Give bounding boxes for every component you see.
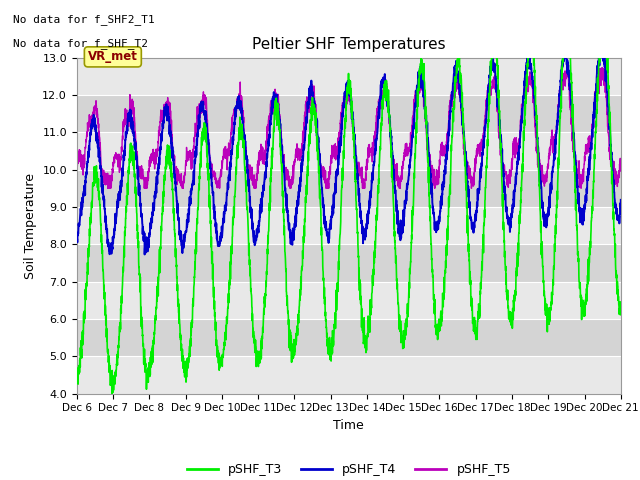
Line: pSHF_T5: pSHF_T5 [77, 68, 621, 188]
pSHF_T5 [73, 169, 81, 175]
pSHF_T5 [598, 65, 606, 71]
pSHF_T5 [607, 155, 614, 160]
Bar [77, 95, 621, 132]
Title: Peltier SHF Temperatures: Peltier SHF Temperatures [252, 37, 445, 52]
pSHF_T5 [548, 142, 556, 147]
Bar [77, 244, 621, 282]
pSHF_T5 [135, 165, 143, 170]
Y-axis label: Soil Temperature: Soil Temperature [24, 173, 36, 278]
pSHF_T4 [135, 184, 143, 190]
Bar [77, 132, 621, 169]
pSHF_T4 [596, 47, 604, 53]
pSHF_T4 [141, 252, 148, 257]
Bar [77, 169, 621, 207]
Text: No data for f_SHF2_T1: No data for f_SHF2_T1 [13, 14, 154, 25]
pSHF_T4 [73, 232, 81, 238]
pSHF_T3 [108, 390, 116, 396]
pSHF_T4 [168, 134, 175, 140]
pSHF_T5 [282, 166, 289, 172]
Line: pSHF_T3: pSHF_T3 [77, 39, 621, 393]
pSHF_T3 [168, 159, 175, 165]
pSHF_T5 [168, 126, 175, 132]
Text: No data for f_SHF_T2: No data for f_SHF_T2 [13, 38, 148, 49]
Legend: pSHF_T3, pSHF_T4, pSHF_T5: pSHF_T3, pSHF_T4, pSHF_T5 [182, 458, 516, 480]
pSHF_T5 [305, 109, 313, 115]
pSHF_T4 [282, 192, 289, 198]
Text: VR_met: VR_met [88, 50, 138, 63]
Bar [77, 58, 621, 95]
pSHF_T3 [489, 36, 497, 42]
X-axis label: Time: Time [333, 419, 364, 432]
pSHF_T4 [607, 143, 614, 149]
Bar [77, 207, 621, 244]
pSHF_T4 [548, 182, 556, 188]
pSHF_T3 [282, 262, 289, 268]
pSHF_T4 [617, 197, 625, 203]
Bar [77, 319, 621, 356]
pSHF_T5 [104, 185, 112, 191]
pSHF_T5 [617, 157, 625, 163]
pSHF_T3 [548, 301, 556, 307]
Line: pSHF_T4: pSHF_T4 [77, 50, 621, 254]
pSHF_T4 [305, 85, 313, 91]
pSHF_T3 [607, 131, 614, 137]
Bar [77, 356, 621, 394]
pSHF_T3 [135, 264, 143, 270]
pSHF_T3 [617, 306, 625, 312]
Bar [77, 282, 621, 319]
pSHF_T3 [73, 368, 81, 374]
pSHF_T3 [305, 132, 313, 138]
